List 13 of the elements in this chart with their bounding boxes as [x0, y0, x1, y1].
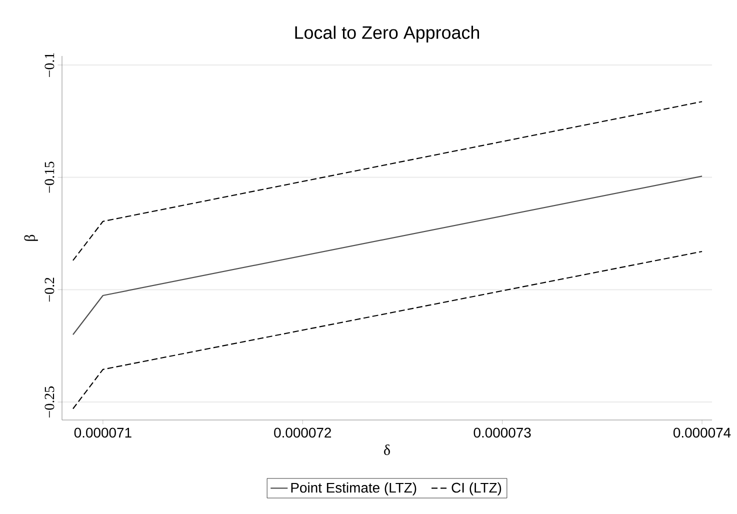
- y-tick-label: −0.1: [44, 53, 54, 77]
- legend-label: CI (LTZ): [452, 482, 502, 496]
- legend-label: Point Estimate (LTZ): [291, 482, 416, 496]
- y-tick-label: −0.15: [44, 162, 54, 193]
- x-axis-title: δ: [384, 444, 390, 456]
- x-tick-label: 0.000074: [673, 428, 731, 438]
- y-tick-label: −0.25: [44, 386, 54, 418]
- x-tick-label: 0.000072: [274, 428, 332, 438]
- y-axis-title: β: [24, 234, 38, 241]
- chart-title: Local to Zero Approach: [295, 26, 480, 42]
- y-tick-label: −0.2: [44, 278, 54, 302]
- x-tick-label: 0.000071: [74, 428, 132, 438]
- x-tick-label: 0.000073: [474, 428, 531, 438]
